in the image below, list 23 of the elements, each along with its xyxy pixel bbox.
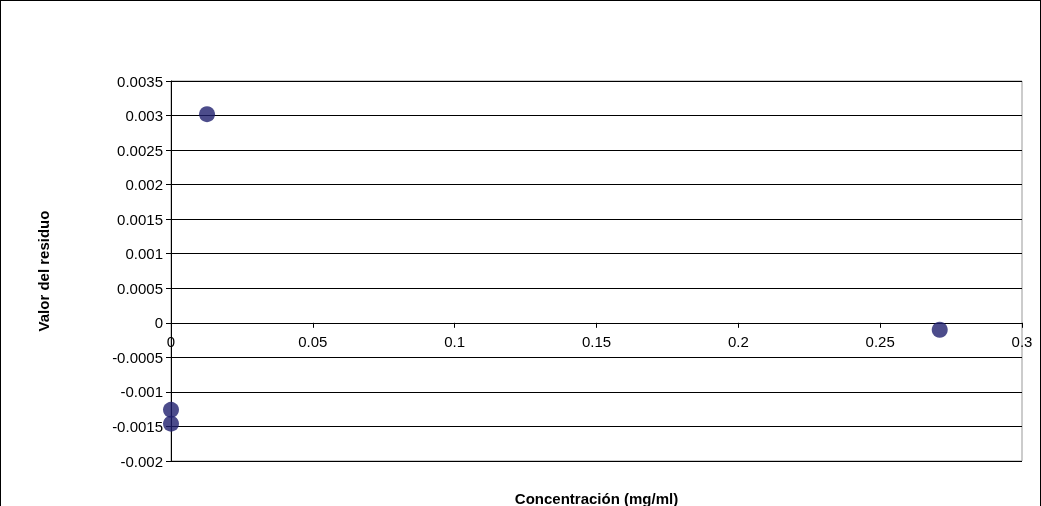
y-tick-label: 0.003 <box>125 107 163 125</box>
point <box>163 415 179 432</box>
y-tick-label: -0.001 <box>120 383 163 401</box>
point <box>931 321 948 338</box>
point <box>163 401 179 418</box>
x-tick-label: 0.1 <box>444 332 466 350</box>
y-tick-label: 0 <box>154 314 163 332</box>
y-tick-label: 0.0015 <box>117 210 163 228</box>
point <box>199 106 216 123</box>
y-tick-label: 0.002 <box>125 176 163 194</box>
x-tick-label: 0.2 <box>727 332 749 350</box>
y-tick-label: -0.002 <box>120 452 163 470</box>
y-tick-label: 0.0035 <box>117 72 163 90</box>
x-tick-label: 0.25 <box>865 332 895 350</box>
y-tick-label: -0.0015 <box>112 417 163 435</box>
y-axis-title: Valor del residuo <box>35 210 52 332</box>
x-tick-label: 0.3 <box>1011 332 1033 350</box>
y-tick-label: 0.0025 <box>117 141 163 159</box>
x-tick-label: 0.05 <box>298 332 328 350</box>
y-tick-label: -0.0005 <box>112 348 163 366</box>
y-tick-label: 0.0005 <box>117 279 163 297</box>
y-tick-label: 0.001 <box>125 245 163 263</box>
x-tick-label: 0.15 <box>581 332 612 350</box>
